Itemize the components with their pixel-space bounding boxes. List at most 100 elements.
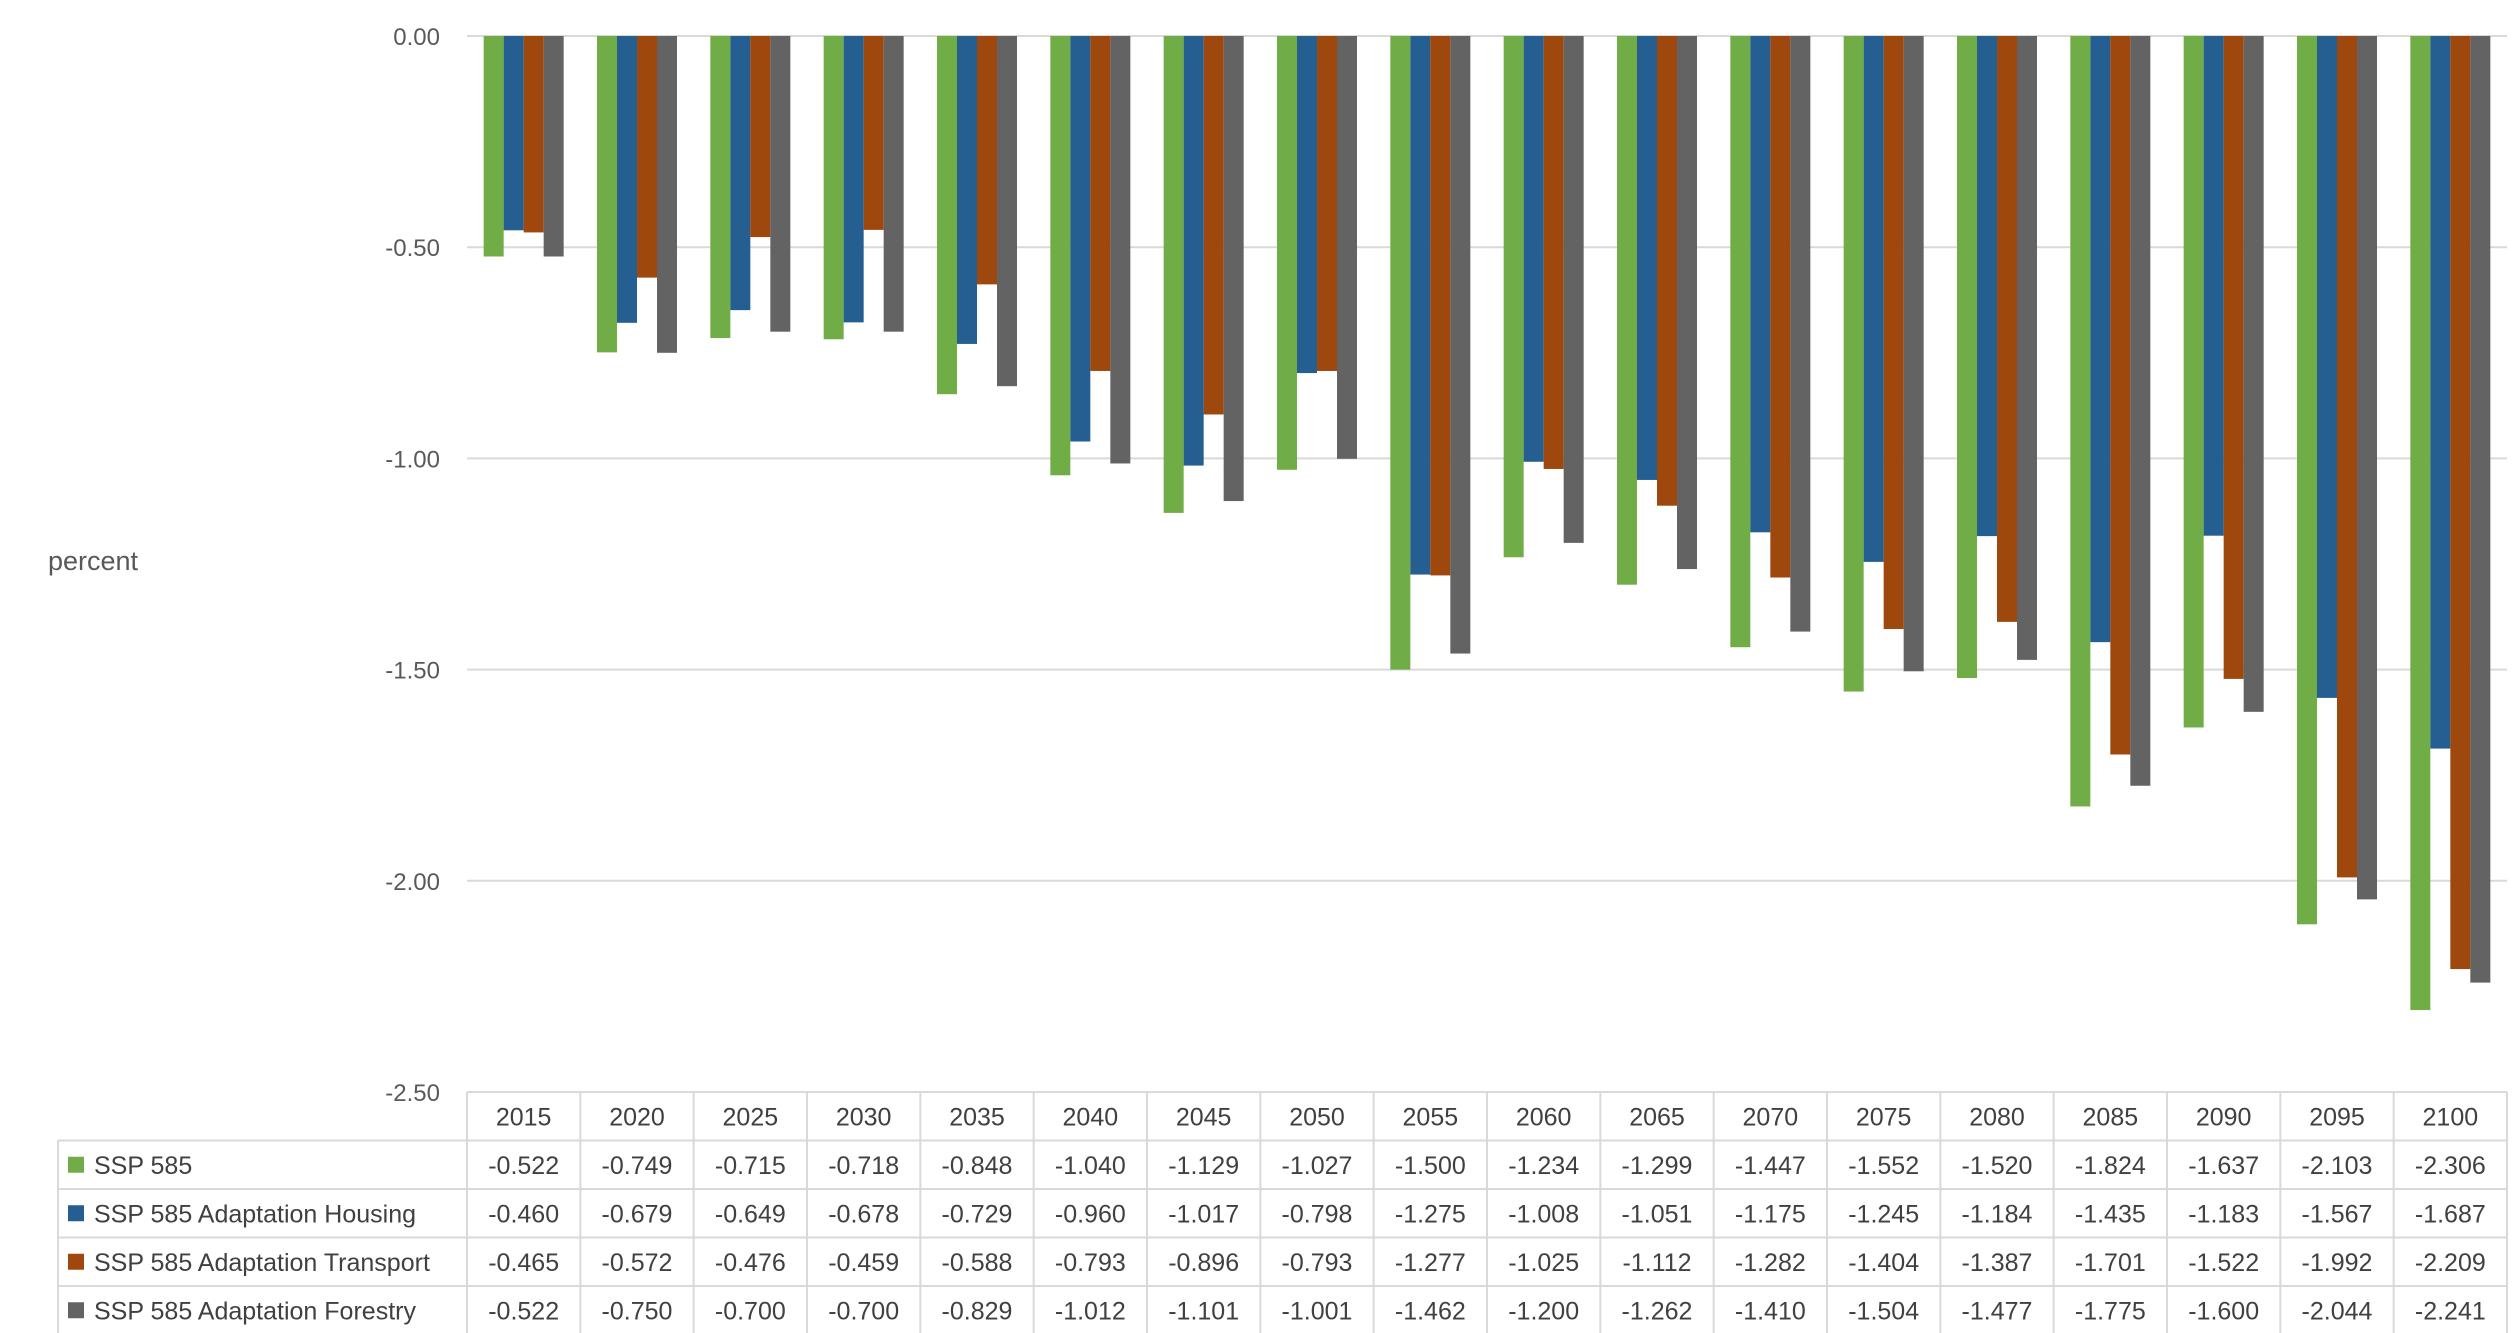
data-label: -1.200 <box>1508 1297 1579 1325</box>
bar <box>1223 36 1244 502</box>
data-label: -1.025 <box>1508 1249 1579 1277</box>
data-table: 2015 2020 2025 2030 2035 2040 2045 2050 2055 2060… <box>57 1091 2508 1333</box>
bar <box>2130 36 2151 786</box>
bar <box>1563 36 1584 543</box>
data-label: -1.001 <box>1282 1297 1353 1325</box>
data-label: -2.306 <box>2415 1152 2486 1180</box>
legend-swatch <box>68 1156 84 1173</box>
y-tick-label: 0.00 <box>393 24 440 51</box>
data-label: -0.793 <box>1055 1249 1126 1277</box>
bar <box>1523 36 1544 462</box>
data-label: -1.552 <box>1848 1152 1919 1180</box>
x-tick-label: 2030 <box>836 1103 892 1131</box>
bar <box>1277 36 1297 470</box>
bar <box>1750 36 1771 533</box>
bar <box>597 36 617 353</box>
data-label: -0.460 <box>488 1200 559 1228</box>
data-label: -1.824 <box>2075 1152 2146 1180</box>
data-label: -1.040 <box>1055 1152 1126 1180</box>
legend-label: SSP 585 Adaptation Housing <box>94 1200 416 1228</box>
data-label: -2.103 <box>2302 1152 2373 1180</box>
data-label: -1.687 <box>2415 1200 2486 1228</box>
data-label: -2.209 <box>2415 1249 2486 1277</box>
bar <box>2183 36 2204 728</box>
data-label: -1.462 <box>1395 1297 1466 1325</box>
data-label: -0.522 <box>488 1297 559 1325</box>
data-label: -0.678 <box>828 1200 899 1228</box>
bar <box>957 36 977 344</box>
bar <box>1617 36 1637 585</box>
data-label: -1.520 <box>1962 1152 2033 1180</box>
bar <box>2090 36 2111 643</box>
bar <box>1390 36 1411 670</box>
x-tick-label: 2085 <box>2083 1103 2139 1131</box>
y-tick-label: -1.50 <box>385 658 440 685</box>
bar <box>1337 36 1357 459</box>
data-label: -1.275 <box>1395 1200 1466 1228</box>
data-label: -1.500 <box>1395 1152 1466 1180</box>
data-label: -0.572 <box>602 1249 673 1277</box>
data-label: -1.637 <box>2188 1152 2259 1180</box>
data-label: -1.277 <box>1395 1249 1466 1277</box>
data-label: -1.404 <box>1848 1249 1919 1277</box>
bar <box>657 36 677 353</box>
legend-label: SSP 585 Adaptation Transport <box>94 1249 430 1277</box>
data-label: -1.410 <box>1735 1297 1806 1325</box>
data-label: -0.718 <box>828 1152 899 1180</box>
data-label: -0.749 <box>602 1152 673 1180</box>
x-tick-label: 2090 <box>2196 1103 2252 1131</box>
bar <box>1863 36 1884 562</box>
data-label: -0.679 <box>602 1200 673 1228</box>
data-label: -0.476 <box>715 1249 786 1277</box>
legend-label: SSP 585 Adaptation Forestry <box>94 1297 416 1325</box>
bar <box>2203 36 2224 536</box>
bar <box>1637 36 1657 480</box>
y-tick-label: -2.50 <box>385 1080 440 1107</box>
data-label: -0.729 <box>942 1200 1013 1228</box>
data-label: -1.245 <box>1848 1200 1919 1228</box>
data-label: -0.896 <box>1168 1249 1239 1277</box>
data-label: -1.775 <box>2075 1297 2146 1325</box>
data-label: -1.175 <box>1735 1200 1806 1228</box>
bar <box>937 36 957 395</box>
data-label: -0.700 <box>715 1297 786 1325</box>
data-label: -1.522 <box>2188 1249 2259 1277</box>
bar <box>2357 36 2377 900</box>
x-tick-label: 2015 <box>496 1103 552 1131</box>
x-tick-label: 2055 <box>1403 1103 1459 1131</box>
legend-label: SSP 585 <box>94 1152 192 1180</box>
data-label: -1.234 <box>1508 1152 1579 1180</box>
data-label: -1.027 <box>1282 1152 1353 1180</box>
bar <box>1657 36 1677 506</box>
bar <box>1203 36 1224 415</box>
x-tick-label: 2080 <box>1969 1103 2025 1131</box>
data-label: -0.848 <box>942 1152 1013 1180</box>
bar <box>2450 36 2471 970</box>
data-label: -0.649 <box>715 1200 786 1228</box>
y-tick-label: -1.00 <box>385 446 440 473</box>
data-label: -1.101 <box>1168 1297 1239 1325</box>
data-label: -0.700 <box>828 1297 899 1325</box>
x-tick-label: 2070 <box>1743 1103 1799 1131</box>
bar <box>770 36 791 332</box>
bar <box>823 36 844 340</box>
bar <box>1503 36 1524 558</box>
bar <box>2297 36 2317 925</box>
bar <box>750 36 771 238</box>
bar <box>2017 36 2037 660</box>
bar <box>2110 36 2131 755</box>
data-label: -1.184 <box>1962 1200 2033 1228</box>
bar <box>543 36 564 257</box>
bar <box>1903 36 1924 672</box>
data-label: -1.567 <box>2302 1200 2373 1228</box>
bar <box>1090 36 1111 371</box>
bar <box>1730 36 1751 648</box>
bar <box>977 36 997 285</box>
data-label: -0.960 <box>1055 1200 1126 1228</box>
bar <box>637 36 657 278</box>
bar <box>730 36 751 311</box>
x-tick-label: 2050 <box>1289 1103 1345 1131</box>
data-label: -1.017 <box>1168 1200 1239 1228</box>
bar <box>1183 36 1204 466</box>
gridlines <box>467 35 2507 882</box>
